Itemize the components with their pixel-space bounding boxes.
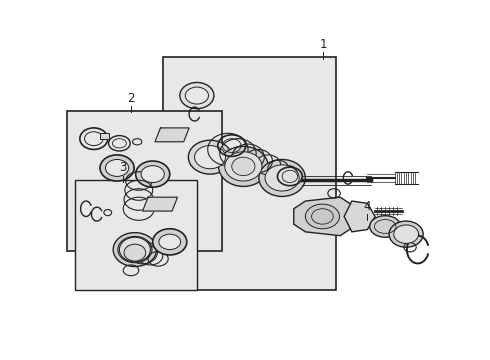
Ellipse shape — [195, 145, 225, 169]
Ellipse shape — [180, 82, 214, 109]
Ellipse shape — [100, 155, 134, 181]
Text: 3: 3 — [120, 161, 127, 174]
Ellipse shape — [188, 140, 232, 174]
Ellipse shape — [185, 87, 209, 104]
Polygon shape — [344, 201, 375, 232]
Ellipse shape — [153, 229, 187, 255]
Ellipse shape — [394, 225, 418, 243]
Text: 1: 1 — [319, 38, 327, 51]
Polygon shape — [143, 197, 177, 211]
Ellipse shape — [305, 204, 340, 229]
Bar — [100, 132, 109, 139]
Bar — [75, 180, 197, 289]
Ellipse shape — [225, 152, 262, 181]
Ellipse shape — [232, 157, 255, 176]
Ellipse shape — [259, 159, 305, 197]
Ellipse shape — [113, 233, 157, 266]
Ellipse shape — [369, 216, 401, 237]
Text: 2: 2 — [127, 92, 135, 105]
Ellipse shape — [105, 159, 129, 176]
Polygon shape — [294, 197, 352, 236]
Polygon shape — [155, 128, 189, 142]
Bar — [68, 111, 222, 251]
Ellipse shape — [159, 234, 181, 249]
Text: 4: 4 — [364, 199, 371, 213]
Ellipse shape — [219, 147, 268, 186]
Ellipse shape — [265, 165, 299, 191]
Ellipse shape — [389, 221, 423, 247]
Ellipse shape — [124, 244, 146, 261]
Ellipse shape — [141, 166, 164, 183]
Ellipse shape — [120, 237, 150, 262]
Bar — [163, 57, 336, 289]
Ellipse shape — [136, 161, 170, 187]
